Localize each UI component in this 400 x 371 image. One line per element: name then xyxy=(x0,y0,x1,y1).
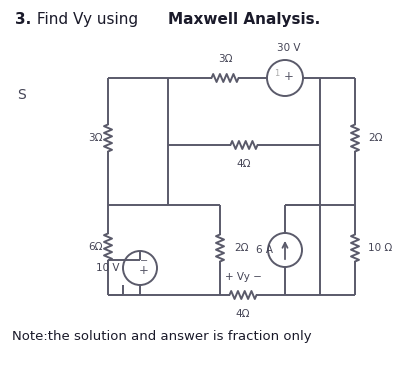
Text: +: + xyxy=(284,70,294,83)
Text: 2Ω: 2Ω xyxy=(234,243,248,253)
Text: 4Ω: 4Ω xyxy=(237,159,251,169)
Text: 10 V: 10 V xyxy=(96,263,119,273)
Text: Find Vy using: Find Vy using xyxy=(32,12,143,27)
Text: 3.: 3. xyxy=(15,12,31,27)
Text: 4Ω: 4Ω xyxy=(236,309,250,319)
Text: −: − xyxy=(140,256,148,266)
Text: 30 V: 30 V xyxy=(277,43,301,53)
Text: 10 Ω: 10 Ω xyxy=(368,243,392,253)
Text: 6Ω: 6Ω xyxy=(88,242,103,252)
Text: Note:the solution and answer is fraction only: Note:the solution and answer is fraction… xyxy=(12,330,312,343)
Text: 2Ω: 2Ω xyxy=(368,133,382,143)
Text: 3Ω: 3Ω xyxy=(88,133,103,143)
Text: + Vy −: + Vy − xyxy=(224,272,262,282)
Text: +: + xyxy=(139,263,149,276)
Text: 6 A: 6 A xyxy=(256,245,273,255)
Text: Maxwell Analysis.: Maxwell Analysis. xyxy=(168,12,320,27)
Text: 3Ω: 3Ω xyxy=(218,54,232,64)
Text: 1: 1 xyxy=(274,69,280,78)
Text: S: S xyxy=(18,88,26,102)
